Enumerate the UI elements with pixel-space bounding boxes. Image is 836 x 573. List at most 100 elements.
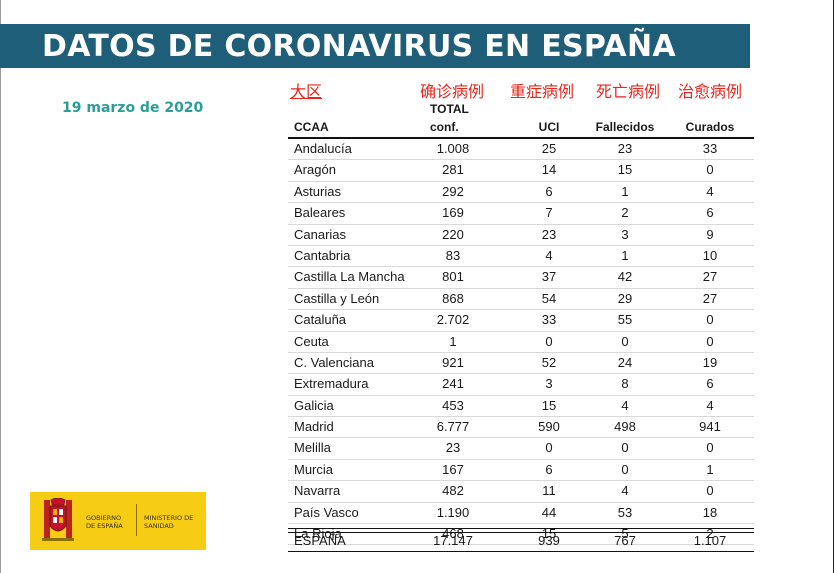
header-fallecidos: Fallecidos	[595, 120, 655, 134]
cell-fallecidos: 23	[617, 141, 633, 156]
cell-ccaa: Galicia	[294, 397, 334, 413]
total-rule	[288, 528, 754, 533]
total-confirmed: 17.147	[433, 533, 473, 548]
logo-divider	[136, 504, 137, 536]
cell-fallecidos: 24	[617, 354, 633, 370]
annotation-region: 大区	[290, 82, 323, 101]
total-bottom-rule	[288, 551, 754, 552]
cell-curados: 941	[699, 419, 721, 435]
cell-fallecidos: 4	[621, 397, 629, 413]
cell-ccaa: Extremadura	[294, 376, 369, 392]
table-row: Extremadura 241 3 8 6	[288, 374, 754, 396]
cell-total-confirmed: 169	[442, 205, 464, 221]
cell-fallecidos: 1	[621, 183, 629, 199]
cell-curados: 18	[702, 504, 718, 520]
report-date: 19 marzo de 2020	[62, 100, 204, 116]
cell-fallecidos: 53	[617, 504, 633, 520]
total-fallecidos: 767	[614, 533, 636, 548]
cell-curados: 0	[706, 312, 714, 328]
cell-curados: 0	[706, 440, 714, 456]
cell-fallecidos: 15	[617, 162, 633, 178]
table-row: Aragón 281 14 15 0	[288, 160, 754, 182]
cell-fallecidos: 4	[621, 483, 629, 499]
cell-total-confirmed: 868	[442, 290, 464, 306]
table-row: Ceuta 1 0 0 0	[288, 332, 754, 353]
cell-fallecidos: 2	[621, 205, 629, 221]
cell-curados: 19	[702, 354, 718, 370]
cell-fallecidos: 55	[617, 312, 633, 328]
cell-uci: 6	[545, 183, 553, 199]
cell-uci: 0	[545, 440, 553, 456]
cell-curados: 10	[702, 247, 718, 263]
cell-uci: 15	[541, 526, 557, 542]
total-row: ESPAÑA 17.147 939 767 1.107	[288, 531, 754, 551]
cell-total-confirmed: 292	[442, 183, 464, 199]
total-ccaa: ESPAÑA	[294, 533, 346, 548]
cell-fallecidos: 42	[617, 269, 633, 285]
cell-uci: 3	[545, 376, 553, 392]
cell-total-confirmed: 453	[442, 397, 464, 413]
cell-uci: 14	[541, 162, 557, 178]
cell-uci: 11	[542, 483, 556, 499]
annotation-deaths: 死亡病例	[596, 82, 661, 101]
cell-curados: 0	[706, 483, 714, 499]
cell-fallecidos: 498	[614, 419, 636, 435]
cell-ccaa: Castilla La Mancha	[294, 269, 405, 285]
logo-text-gobierno: GOBIERNO DE ESPAÑA	[86, 514, 123, 530]
right-border	[833, 0, 834, 573]
cell-curados: 6	[706, 376, 714, 392]
cell-fallecidos: 5	[621, 526, 629, 542]
cell-ccaa: Andalucía	[294, 141, 352, 156]
left-border	[0, 0, 1, 573]
cell-curados: 6	[706, 205, 714, 221]
table-row: Cantabria 83 4 1 10	[288, 246, 754, 268]
cell-total-confirmed: 167	[442, 461, 464, 477]
logo-text-ministerio: MINISTERIO DE SANIDAD	[144, 514, 194, 530]
cell-uci: 44	[541, 504, 557, 520]
table-row: Navarra 482 11 4 0	[288, 481, 754, 503]
annotation-recovered: 治愈病例	[678, 82, 743, 101]
cell-fallecidos: 0	[621, 461, 629, 477]
data-table-header: CCAA TOTAL conf. UCI Fallecidos Curados	[288, 100, 754, 136]
cell-total-confirmed: 6.777	[436, 419, 470, 435]
title-banner	[0, 24, 750, 68]
cell-ccaa: Aragón	[294, 162, 336, 178]
table-row: Canarias 220 23 3 9	[288, 225, 754, 246]
cell-ccaa: Cantabria	[294, 247, 351, 263]
table-row: Cataluña 2.702 33 55 0	[288, 310, 754, 332]
total-curados: 1.107	[693, 533, 727, 548]
cell-ccaa: Asturias	[294, 183, 341, 199]
cell-curados: 9	[706, 226, 714, 242]
cell-uci: 37	[541, 269, 557, 285]
annotation-confirmed: 确诊病例	[420, 82, 485, 101]
cell-ccaa: Melilla	[294, 440, 331, 456]
cell-ccaa: Madrid	[294, 419, 334, 435]
cell-fallecidos: 8	[621, 376, 629, 392]
cell-ccaa: País Vasco	[294, 504, 359, 520]
cell-ccaa: Murcia	[294, 461, 334, 477]
cell-curados: 4	[706, 397, 714, 413]
cell-curados: 1	[706, 461, 714, 477]
cell-ccaa: C. Valenciana	[294, 354, 374, 370]
cell-curados: 0	[706, 162, 714, 178]
cell-fallecidos: 0	[621, 440, 629, 456]
cell-ccaa: Castilla y León	[294, 290, 380, 306]
cell-curados: 2	[706, 526, 714, 542]
header-ccaa: CCAA	[294, 120, 329, 134]
cell-uci: 25	[541, 141, 557, 156]
table-row: Madrid 6.777 590 498 941	[288, 417, 754, 439]
cell-total-confirmed: 241	[442, 376, 464, 392]
table-row: Andalucía 1.008 25 23 33	[288, 139, 754, 161]
header-total-line2: conf.	[430, 120, 459, 134]
cell-uci: 6	[545, 461, 553, 477]
table-row: Castilla y León 868 54 29 27	[288, 289, 754, 311]
cell-curados: 0	[706, 333, 714, 349]
cell-uci: 33	[541, 312, 557, 328]
cell-ccaa: Cataluña	[294, 312, 347, 328]
header-uci: UCI	[538, 120, 560, 134]
header-total-line1: TOTAL	[430, 102, 469, 116]
cell-curados: 27	[702, 290, 718, 306]
table-row: Asturias 292 6 1 4	[288, 182, 754, 204]
cell-uci: 7	[545, 205, 553, 221]
cell-uci: 590	[538, 419, 560, 435]
